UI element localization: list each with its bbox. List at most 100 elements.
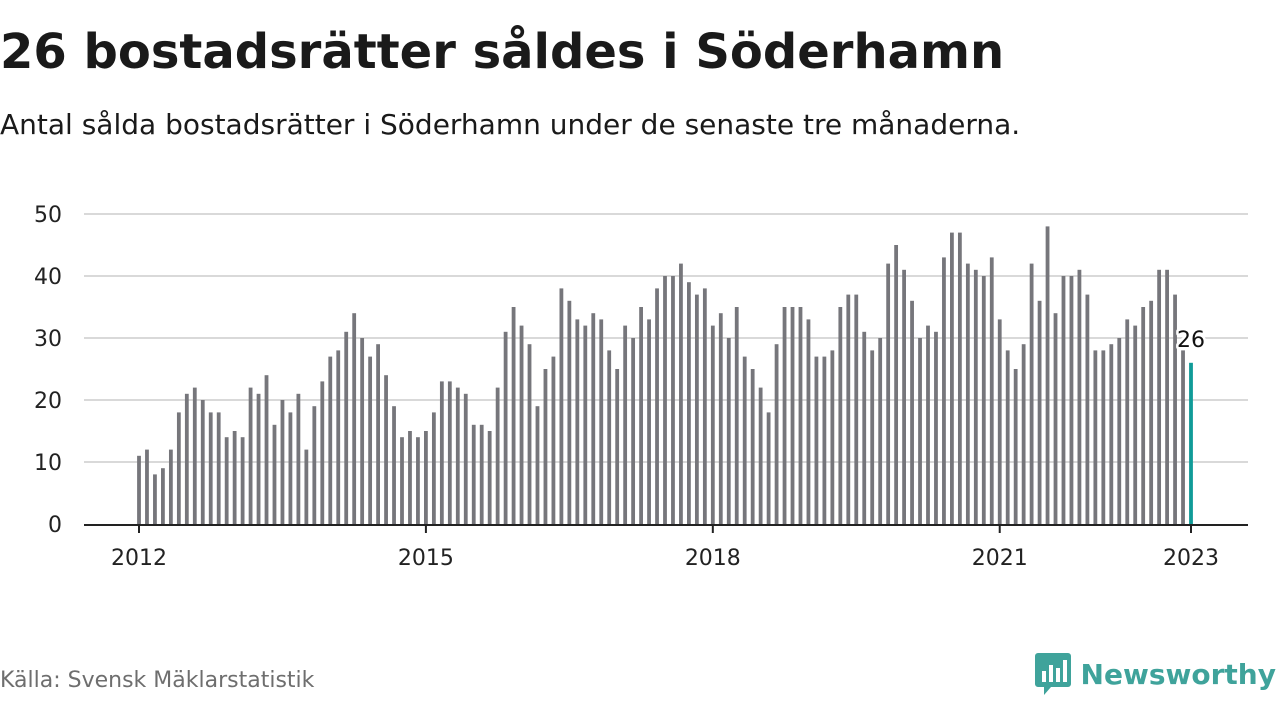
bar: [312, 406, 317, 524]
bar: [774, 344, 779, 524]
bar: [910, 300, 914, 524]
bar: [1069, 276, 1074, 524]
x-tick-label: 2012: [111, 546, 167, 571]
bar: [192, 387, 197, 524]
bar: [838, 307, 843, 524]
bar: [989, 257, 994, 524]
bar: [1021, 344, 1026, 524]
bar: [463, 393, 468, 524]
bar: [973, 269, 978, 524]
bar: [607, 350, 612, 524]
bar: [336, 350, 341, 524]
bar: [392, 406, 396, 524]
x-tick-label: 2023: [1163, 546, 1219, 571]
bar: [1061, 276, 1066, 524]
bar: [1085, 294, 1090, 524]
bar: [846, 294, 851, 524]
bar: [631, 338, 636, 524]
bar: [894, 245, 899, 524]
bar: [264, 375, 269, 524]
bar: [511, 307, 516, 524]
bar: [368, 356, 373, 524]
bar: [1101, 350, 1106, 524]
bar: [320, 381, 325, 524]
bar: [814, 356, 819, 524]
bar: [535, 406, 540, 524]
bar: [1093, 350, 1098, 524]
bar: [1013, 369, 1018, 524]
bar: [830, 350, 835, 524]
bar: [726, 338, 731, 524]
bar: [591, 313, 596, 524]
bar: [870, 350, 875, 524]
bar: [447, 381, 452, 524]
x-tick-label: 2021: [972, 546, 1028, 571]
bar: [208, 412, 213, 524]
bar: [328, 356, 333, 524]
bar: [854, 294, 859, 524]
bar: [694, 294, 699, 524]
bar: [145, 449, 149, 524]
bar: [782, 307, 787, 524]
bar: [543, 369, 548, 524]
y-tick-label: 30: [34, 327, 62, 352]
bar: [599, 319, 604, 524]
bars: [137, 226, 1193, 524]
bar: [1029, 263, 1034, 524]
bar: [790, 307, 795, 524]
bar: [1141, 307, 1146, 524]
bar-chart: 0 10 20 30 40 50 2012 2015 2018 2021 2023 26: [34, 203, 1248, 571]
bar: [296, 393, 301, 524]
bar: [886, 263, 891, 524]
bar: [1165, 269, 1169, 524]
bar: [718, 313, 723, 524]
brand-name: Newsworthy: [1080, 657, 1276, 691]
bar: [384, 375, 388, 524]
bar: [647, 319, 651, 524]
bar: [806, 319, 811, 524]
bar: [1157, 269, 1162, 524]
bar: [288, 412, 293, 524]
bar: [679, 263, 683, 524]
bar: [1109, 344, 1114, 524]
bar: [200, 400, 205, 524]
bar: [798, 307, 803, 524]
bar: [942, 257, 946, 524]
bar: [957, 232, 962, 524]
bar: [184, 393, 189, 524]
bar: [950, 232, 954, 524]
bar: [495, 387, 500, 524]
y-tick-label: 20: [34, 389, 62, 414]
bar: [639, 307, 643, 524]
y-tick-label: 40: [34, 265, 62, 290]
bar: [503, 331, 508, 524]
bar: [256, 393, 261, 524]
bar: [344, 331, 349, 524]
bar: [551, 356, 556, 524]
bar: [168, 449, 173, 524]
bar: [1005, 350, 1010, 524]
chart-title: 26 bostadsrätter såldes i Söderhamn: [0, 24, 1005, 80]
bar: [455, 387, 460, 524]
bar: [822, 356, 827, 524]
bar: [408, 431, 412, 524]
y-tick-label: 50: [34, 203, 62, 228]
bar: [1045, 226, 1050, 524]
bar: [527, 344, 532, 524]
annotations: 26: [1175, 325, 1208, 355]
bar: [918, 338, 922, 524]
bar-chart-speech-bubble-icon: [1034, 653, 1071, 695]
bar: [655, 288, 659, 524]
bar: [934, 331, 938, 524]
bar: [487, 431, 492, 524]
x-tick-label: 2018: [685, 546, 741, 571]
bar: [965, 263, 970, 524]
y-tick-label: 0: [48, 513, 62, 538]
bar: [1077, 269, 1082, 524]
bar: [224, 437, 229, 524]
bar: [1173, 294, 1177, 524]
bar: [376, 344, 380, 524]
chart-subtitle: Antal sålda bostadsrätter i Söderhamn un…: [0, 108, 1021, 141]
bar: [623, 325, 628, 524]
bar: [902, 269, 906, 524]
